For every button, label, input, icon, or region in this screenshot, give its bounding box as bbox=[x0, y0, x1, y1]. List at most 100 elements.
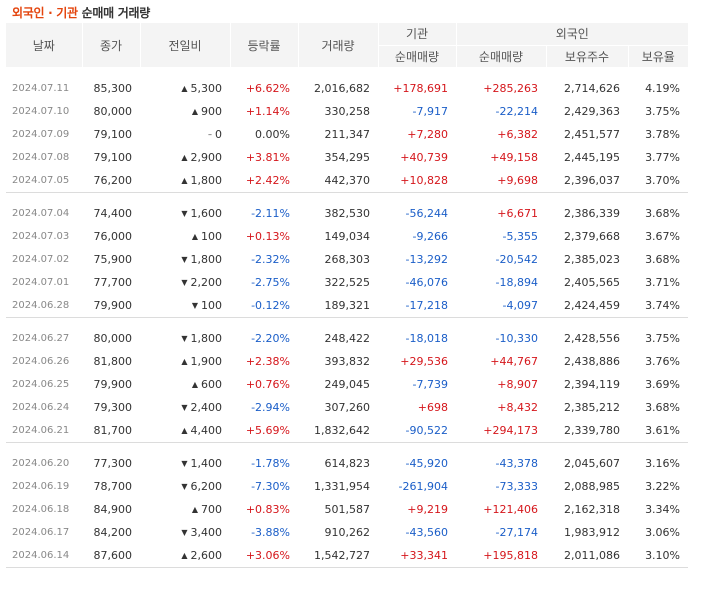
table-row: 2024.06.24 79,300 ▼ 2,400 -2.94% 307,260 +698 +… bbox=[6, 396, 688, 419]
diff-value: 6,200 bbox=[190, 480, 223, 493]
diff-value: 4,400 bbox=[190, 423, 223, 437]
header-volume: 거래량 bbox=[298, 23, 379, 67]
diff-cell: ▼ 1,600 bbox=[140, 202, 230, 225]
triangle-up-icon: ▲ bbox=[181, 357, 188, 366]
diff-value: 3,400 bbox=[190, 526, 223, 539]
date-cell: 2024.06.28 bbox=[6, 294, 82, 318]
holdings-cell: 2,438,886 bbox=[564, 355, 620, 368]
close-cell: 79,300 bbox=[93, 401, 133, 414]
rate-cell: +1.14% bbox=[245, 105, 290, 118]
spacer-cell bbox=[6, 442, 688, 452]
diff-cell: ▼ 1,400 bbox=[140, 452, 230, 475]
spacer-cell bbox=[6, 67, 688, 77]
header-diff: 전일비 bbox=[140, 23, 231, 67]
date-cell: 2024.06.14 bbox=[6, 544, 82, 568]
header-close: 종가 bbox=[82, 23, 141, 67]
close-cell: 77,300 bbox=[93, 457, 133, 470]
holdings-cell: 2,385,023 bbox=[564, 253, 620, 266]
rate-cell: +2.38% bbox=[245, 355, 290, 368]
diff-cell: ▼ 2,200 bbox=[140, 271, 230, 294]
rate-cell: -2.94% bbox=[251, 401, 290, 414]
rate-cell: 0.00% bbox=[255, 128, 290, 141]
table-row: 2024.07.04 74,400 ▼ 1,600 -2.11% 382,530 -56,2… bbox=[6, 202, 688, 225]
rate-cell: +0.13% bbox=[245, 230, 290, 243]
table-row: 2024.07.03 76,000 ▲ 100 +0.13% 149,034 -9,266 -… bbox=[6, 225, 688, 248]
section-title: 외국인 · 기관 순매매 거래량 bbox=[0, 0, 711, 22]
triangle-down-icon: ▼ bbox=[181, 278, 188, 287]
rate-cell: -2.11% bbox=[251, 207, 290, 220]
diff-cell: ▲ 2,900 bbox=[140, 146, 230, 169]
diff-value: 1,400 bbox=[190, 457, 223, 470]
holdings-cell: 2,385,212 bbox=[564, 401, 620, 414]
date-cell: 2024.06.19 bbox=[12, 481, 70, 492]
diff-cell: ▼ 3,400 bbox=[140, 521, 230, 544]
foreign-net-cell: -4,097 bbox=[456, 294, 546, 318]
ratio-cell: 3.78% bbox=[645, 128, 681, 141]
diff-value: 2,200 bbox=[190, 276, 223, 289]
triangle-down-icon: ▼ bbox=[181, 482, 188, 491]
volume-cell: 307,260 bbox=[324, 401, 371, 414]
foreign-net-cell: -22,214 bbox=[495, 105, 538, 118]
triangle-down-icon: ▼ bbox=[181, 255, 188, 264]
rate-cell: -2.20% bbox=[251, 332, 290, 345]
inst-net-cell: +40,739 bbox=[400, 151, 448, 164]
rate-cell: +0.76% bbox=[245, 378, 290, 391]
inst-net-cell: +29,536 bbox=[400, 355, 448, 368]
triangle-up-icon: ▲ bbox=[181, 425, 188, 435]
table-row: 2024.06.14 87,600 ▲ 2,600 +3.06% 1,542,727 +33… bbox=[6, 544, 689, 568]
foreign-net-cell: +9,698 bbox=[456, 169, 546, 193]
date-cell: 2024.06.27 bbox=[12, 333, 70, 344]
volume-cell: 442,370 bbox=[298, 169, 378, 193]
diff-value: 1,900 bbox=[190, 355, 223, 368]
close-cell: 85,300 bbox=[93, 82, 133, 95]
foreign-net-cell: +121,406 bbox=[483, 503, 538, 516]
table-row: 2024.06.18 84,900 ▲ 700 +0.83% 501,587 +9,219 +… bbox=[6, 498, 688, 521]
triangle-down-icon: ▼ bbox=[181, 403, 188, 412]
header-institution: 기관 bbox=[378, 23, 457, 45]
close-cell: 79,100 bbox=[93, 128, 133, 141]
ratio-cell: 3.34% bbox=[645, 503, 681, 516]
diff-value: 1,800 bbox=[190, 173, 223, 187]
rate-cell: +0.83% bbox=[245, 503, 290, 516]
ratio-cell: 3.68% bbox=[645, 401, 681, 414]
table-row: 2024.06.17 84,200 ▼ 3,400 -3.88% 910,262 -43,5… bbox=[6, 521, 688, 544]
close-cell: 87,600 bbox=[82, 544, 140, 568]
diff-value: 100 bbox=[201, 230, 222, 243]
date-cell: 2024.07.02 bbox=[12, 254, 70, 265]
foreign-net-cell: -43,378 bbox=[495, 457, 538, 470]
triangle-up-icon: ▲ bbox=[181, 84, 188, 93]
diff-cell: ▲ 4,400 bbox=[140, 419, 230, 443]
date-cell: 2024.06.20 bbox=[12, 458, 70, 469]
diff-value: 1,600 bbox=[190, 207, 223, 220]
ratio-cell: 3.69% bbox=[645, 378, 681, 391]
ratio-cell: 3.70% bbox=[628, 169, 689, 193]
date-cell: 2024.07.03 bbox=[12, 231, 70, 242]
triangle-down-icon: ▼ bbox=[181, 459, 188, 468]
date-cell: 2024.07.04 bbox=[12, 208, 70, 219]
diff-value: 5,300 bbox=[190, 82, 223, 95]
ratio-cell: 3.76% bbox=[645, 355, 681, 368]
group-spacer bbox=[6, 67, 688, 77]
holdings-cell: 2,428,556 bbox=[564, 332, 620, 345]
diff-cell: ▼ 2,400 bbox=[140, 396, 230, 419]
foreign-net-cell: -27,174 bbox=[495, 526, 538, 539]
triangle-up-icon: ▲ bbox=[181, 550, 188, 560]
date-cell: 2024.06.17 bbox=[12, 527, 70, 538]
ratio-cell: 3.68% bbox=[645, 207, 681, 220]
foreign-net-cell: +8,907 bbox=[497, 378, 538, 391]
diff-value: 700 bbox=[201, 503, 222, 516]
ratio-cell: 3.67% bbox=[645, 230, 681, 243]
close-cell: 84,900 bbox=[93, 503, 133, 516]
diff-cell: ▲ 100 bbox=[140, 225, 230, 248]
inst-net-cell: -43,560 bbox=[405, 526, 448, 539]
holdings-cell: 2,011,086 bbox=[546, 544, 628, 568]
diff-cell: ▼ 1,800 bbox=[140, 327, 230, 350]
foreign-net-cell: +6,671 bbox=[497, 207, 538, 220]
foreign-net-cell: +44,767 bbox=[490, 355, 538, 368]
rate-cell: -0.12% bbox=[230, 294, 298, 318]
dash-icon: – bbox=[208, 130, 212, 139]
close-cell: 76,200 bbox=[82, 169, 140, 193]
ratio-cell: 3.75% bbox=[645, 105, 681, 118]
table-row: 2024.07.01 77,700 ▼ 2,200 -2.75% 322,525 -46,0… bbox=[6, 271, 688, 294]
foreign-net-cell: -5,355 bbox=[502, 230, 538, 243]
